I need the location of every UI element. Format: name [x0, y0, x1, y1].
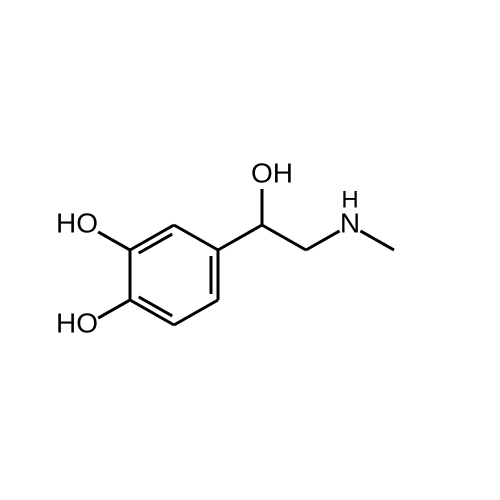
- bond: [306, 231, 340, 250]
- atom-label-n_h: H: [341, 186, 358, 213]
- bond: [174, 300, 218, 325]
- bond: [98, 300, 130, 318]
- bond: [218, 225, 262, 250]
- atom-label-oh_left_top: HO: [56, 207, 98, 238]
- atom-label-oh_left_bottom: HO: [56, 307, 98, 338]
- molecule-diagram: HOHOOHNH: [0, 0, 500, 500]
- bond: [360, 231, 394, 250]
- bond: [174, 225, 218, 250]
- labels-layer: HOHOOHNH: [56, 157, 360, 338]
- atom-label-oh_top: OH: [251, 157, 293, 188]
- bond: [98, 232, 130, 250]
- bond: [262, 225, 306, 250]
